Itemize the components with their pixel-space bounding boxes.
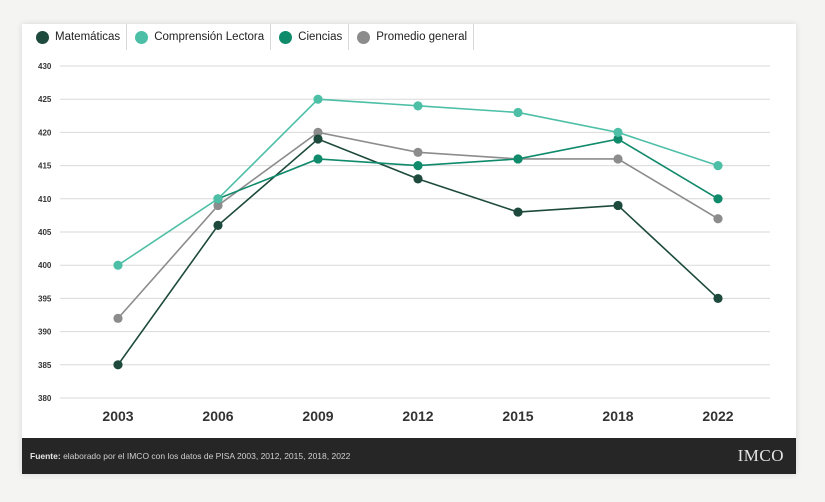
y-tick-label: 380 [38, 394, 52, 403]
legend-item-ciencias[interactable]: Ciencias [270, 24, 348, 50]
x-tick-label: 2009 [302, 408, 333, 424]
y-tick-label: 430 [38, 62, 52, 71]
y-tick-label: 385 [38, 361, 52, 370]
y-tick-label: 420 [38, 128, 52, 137]
data-point [113, 313, 123, 323]
data-point [613, 154, 623, 164]
legend-label: Promedio general [376, 31, 468, 43]
data-point [313, 94, 323, 104]
data-point [713, 161, 723, 171]
source-text: elaborado por el IMCO con los datos de P… [60, 451, 351, 461]
data-point [213, 220, 223, 230]
source-note: Fuente: elaborado por el IMCO con los da… [22, 451, 350, 461]
legend-item-matematicas[interactable]: Matemáticas [30, 24, 126, 50]
y-tick-label: 405 [38, 228, 52, 237]
source-label: Fuente: [30, 451, 61, 461]
series-line-matemáticas [117, 138, 719, 366]
chart-footer: Fuente: elaborado por el IMCO con los da… [22, 438, 796, 474]
y-tick-label: 410 [38, 195, 52, 204]
imco-logo: IMCO [737, 446, 784, 465]
data-point [213, 194, 223, 204]
data-point [613, 134, 623, 144]
data-point [713, 194, 723, 204]
data-point [313, 127, 323, 137]
data-point [313, 154, 323, 164]
legend-marker-promedio-general [357, 30, 371, 44]
x-tick-label: 2012 [402, 408, 433, 424]
legend-label: Ciencias [298, 31, 343, 43]
data-point [413, 147, 423, 157]
data-point [513, 107, 523, 118]
data-point [413, 101, 423, 111]
data-point [513, 207, 523, 217]
x-tick-label: 2022 [702, 408, 733, 424]
y-tick-label: 425 [38, 95, 52, 104]
series-line-ciencias [217, 138, 719, 200]
data-point [113, 360, 123, 370]
data-point [713, 214, 723, 224]
legend-label: Comprensión Lectora [154, 31, 265, 43]
data-point [713, 293, 723, 303]
legend-label: Matemáticas [55, 31, 121, 43]
x-tick-label: 2006 [202, 408, 233, 424]
x-tick-label: 2018 [602, 408, 633, 424]
chart-legend: Matemáticas Comprensión Lectora Ciencias… [30, 24, 475, 50]
data-point [413, 174, 423, 184]
y-tick-label: 415 [38, 162, 52, 171]
data-point [613, 200, 623, 211]
series-line-promedio-general [117, 131, 719, 319]
x-tick-label: 2015 [502, 408, 533, 424]
data-point [613, 127, 623, 137]
data-point [513, 154, 523, 164]
data-point [113, 260, 123, 270]
x-tick-label: 2003 [102, 408, 133, 424]
y-tick-label: 395 [38, 294, 52, 303]
legend-marker-comprension-lectora [135, 30, 149, 44]
data-point [313, 134, 323, 144]
y-tick-label: 390 [38, 328, 52, 337]
legend-item-promedio-general[interactable]: Promedio general [348, 24, 473, 50]
y-tick-label: 400 [38, 261, 52, 270]
legend-item-comprension-lectora[interactable]: Comprensión Lectora [126, 24, 270, 50]
legend-marker-ciencias [279, 30, 293, 44]
legend-marker-matematicas [36, 30, 49, 44]
data-point [213, 200, 223, 211]
data-point [413, 161, 423, 171]
